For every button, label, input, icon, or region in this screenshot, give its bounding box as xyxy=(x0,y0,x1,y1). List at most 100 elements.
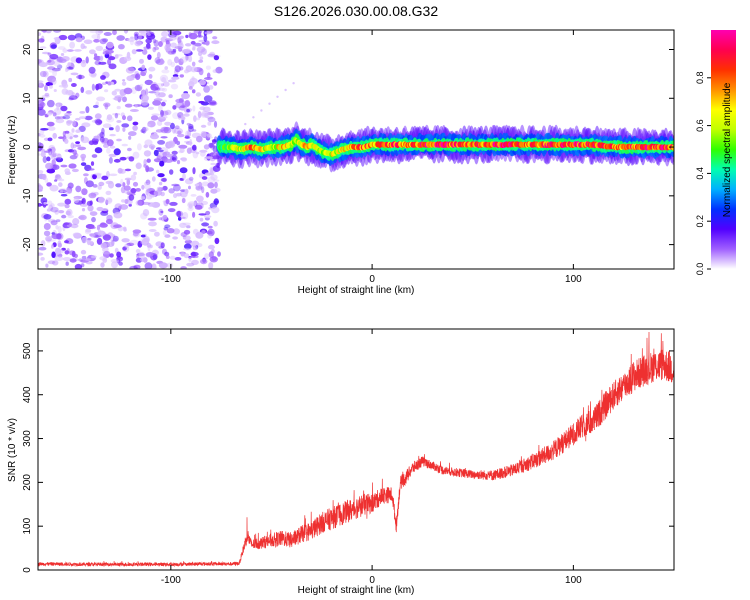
noise-speckle xyxy=(107,181,115,189)
noise-speckle xyxy=(143,236,150,244)
noise-speckle xyxy=(83,173,89,177)
noise-speckle xyxy=(158,208,164,216)
noise-speckle xyxy=(160,178,167,182)
y-tick-label: 400 xyxy=(22,386,33,403)
noise-speckle xyxy=(109,173,118,177)
noise-speckle xyxy=(61,88,69,95)
noise-speckle xyxy=(164,44,171,52)
noise-speckle xyxy=(191,61,196,67)
noise-speckle xyxy=(51,244,54,249)
noise-speckle xyxy=(184,99,191,108)
noise-speckle xyxy=(134,33,139,41)
noise-speckle xyxy=(123,87,133,95)
noise-speckle xyxy=(172,74,179,78)
noise-speckle xyxy=(201,48,207,55)
noise-speckle xyxy=(80,263,85,268)
noise-speckle xyxy=(118,44,125,50)
noise-speckle xyxy=(52,152,57,158)
noise-speckle xyxy=(141,64,146,71)
noise-speckle xyxy=(122,182,126,188)
noise-speckle xyxy=(198,59,204,63)
noise-speckle xyxy=(38,153,42,156)
noise-speckle xyxy=(121,143,128,147)
noise-speckle xyxy=(197,243,203,248)
noise-speckle xyxy=(47,75,56,83)
noise-speckle xyxy=(47,148,52,152)
noise-speckle xyxy=(184,188,189,195)
noise-speckle xyxy=(90,255,97,259)
noise-speckle xyxy=(268,102,271,105)
noise-speckle xyxy=(117,167,123,174)
noise-speckle xyxy=(121,199,126,203)
noise-speckle xyxy=(183,253,190,259)
noise-speckle xyxy=(92,184,98,188)
noise-speckle xyxy=(204,172,212,176)
noise-speckle xyxy=(176,160,181,165)
noise-speckle xyxy=(210,188,218,194)
noise-speckle xyxy=(124,168,132,172)
noise-speckle xyxy=(157,140,166,145)
noise-speckle xyxy=(115,54,123,57)
noise-speckle xyxy=(115,125,120,133)
noise-speckle xyxy=(169,36,177,41)
noise-speckle xyxy=(195,202,204,210)
snr-panel: -100 0 100 0 100 200 300 400 500 Height of stra… xyxy=(7,328,675,596)
noise-speckle xyxy=(75,117,81,121)
noise-speckle xyxy=(56,176,62,180)
y-tick-label: -10 xyxy=(22,188,33,203)
noise-speckle xyxy=(140,237,149,245)
noise-speckle xyxy=(97,228,102,237)
noise-speckle xyxy=(213,198,219,206)
noise-speckle xyxy=(105,190,112,196)
noise-speckle xyxy=(100,75,106,80)
colorbar-ticks: 0.0 0.2 0.4 0.6 0.8 xyxy=(695,72,711,275)
noise-speckle xyxy=(135,162,142,170)
noise-speckle xyxy=(162,126,171,132)
noise-speckle xyxy=(187,206,194,212)
noise-speckle xyxy=(61,247,66,251)
noise-speckle xyxy=(114,113,119,119)
y-tick-label: 200 xyxy=(22,474,33,491)
noise-speckle xyxy=(172,228,180,235)
noise-speckle xyxy=(148,74,153,79)
noise-speckle xyxy=(89,233,95,237)
noise-speckle xyxy=(101,127,105,135)
noise-speckle xyxy=(175,101,184,109)
noise-speckle xyxy=(161,101,166,107)
noise-speckle xyxy=(81,208,86,212)
noise-speckle xyxy=(111,90,118,96)
noise-speckle xyxy=(73,197,80,204)
noise-speckle xyxy=(122,79,126,82)
noise-speckle xyxy=(133,264,141,269)
noise-speckle xyxy=(64,189,73,195)
noise-speckle xyxy=(70,223,79,229)
noise-speckle xyxy=(75,57,83,64)
noise-speckle xyxy=(107,241,114,247)
noise-speckle xyxy=(67,182,74,189)
noise-speckle xyxy=(71,168,79,173)
noise-speckle xyxy=(41,94,50,98)
noise-speckle xyxy=(169,255,176,260)
noise-speckle xyxy=(284,88,287,92)
noise-speckle xyxy=(156,169,160,174)
noise-speckle xyxy=(64,240,69,244)
noise-speckle xyxy=(147,217,157,221)
noise-speckle xyxy=(53,30,62,33)
noise-speckle xyxy=(167,50,175,55)
noise-speckle xyxy=(140,72,146,77)
noise-speckle xyxy=(54,247,62,255)
noise-speckle xyxy=(195,231,204,239)
noise-speckle xyxy=(126,242,135,246)
noise-speckle xyxy=(167,59,173,66)
noise-speckle xyxy=(64,198,72,205)
noise-speckle xyxy=(155,58,165,66)
noise-speckle xyxy=(113,158,121,163)
noise-speckle xyxy=(100,262,105,268)
noise-speckle xyxy=(196,135,203,143)
noise-speckle xyxy=(182,173,186,180)
noise-speckle xyxy=(45,162,54,170)
noise-speckle xyxy=(160,136,168,139)
noise-speckle xyxy=(194,183,200,187)
noise-speckle xyxy=(112,235,119,242)
noise-speckle xyxy=(45,263,49,268)
